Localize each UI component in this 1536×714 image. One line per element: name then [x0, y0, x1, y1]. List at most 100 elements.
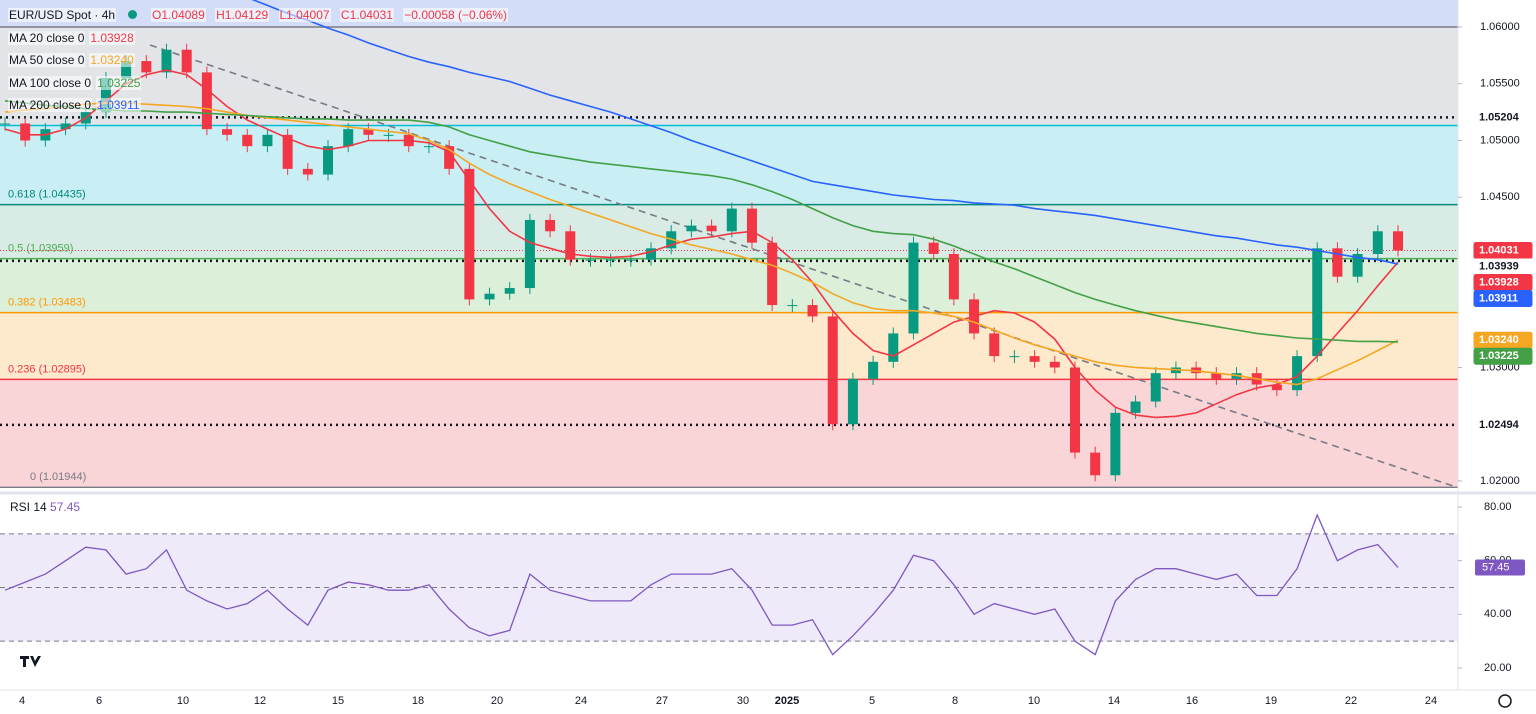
y-tick-label: 1.02000 — [1480, 475, 1520, 487]
price-tag-label: 1.03240 — [1479, 334, 1519, 346]
ohlc-close: C1.04031 — [339, 8, 394, 22]
candle — [847, 378, 858, 425]
candle — [302, 168, 313, 175]
x-tick-label: 2025 — [775, 695, 799, 707]
candle — [363, 129, 374, 135]
ohlc-change: −0.00058 (−0.06%) — [403, 8, 509, 22]
x-tick-label: 18 — [412, 695, 424, 707]
candle — [484, 293, 495, 300]
price-tag-label: 1.05204 — [1479, 111, 1520, 123]
ma-value: 1.03225 — [96, 75, 142, 90]
legend: EUR/USD Spot · 4h O1.04089 H1.04129 L1.04… — [8, 4, 509, 117]
fib-zone — [0, 312, 1458, 380]
candle — [605, 259, 616, 261]
price-tag — [1473, 289, 1533, 307]
price-tag-label: 1.03225 — [1479, 350, 1519, 362]
price-tag — [1473, 347, 1533, 365]
ma-value: 1.03911 — [96, 98, 141, 112]
candle — [888, 333, 899, 362]
ma-legend-row: MA 200 close 0 1.03911 — [8, 94, 508, 117]
candle — [262, 134, 273, 147]
ohlc-high: H1.04129 — [215, 8, 270, 22]
y-tick-label: 1.06000 — [1480, 21, 1520, 33]
ma-value: 1.03240 — [89, 53, 135, 67]
rsi-y-tick-label: 40.00 — [1484, 608, 1512, 620]
candle — [1292, 356, 1303, 391]
candle — [343, 129, 354, 147]
price-tag — [1474, 258, 1532, 275]
candle — [0, 123, 10, 125]
candle — [1069, 367, 1080, 453]
candle — [948, 253, 959, 300]
candle — [827, 316, 838, 425]
price-tag-label: 1.03911 — [1479, 292, 1518, 304]
candle — [746, 208, 757, 243]
ma-line — [4, 102, 1399, 386]
x-tick-label: 16 — [1186, 695, 1198, 707]
candle — [524, 219, 535, 289]
rsi-legend: RSI 14 57.45 — [10, 500, 80, 514]
candle — [807, 305, 818, 317]
x-tick-label: 5 — [869, 695, 875, 707]
candle — [504, 288, 515, 294]
x-tick-label: 19 — [1265, 695, 1277, 707]
ma-line — [251, 0, 1399, 265]
ma-name: MA 100 close 0 — [8, 75, 93, 90]
x-tick-label: 24 — [575, 695, 587, 707]
candle — [423, 146, 434, 148]
candle — [545, 219, 556, 232]
candle — [1312, 248, 1323, 357]
candle — [141, 61, 152, 73]
candle — [565, 231, 576, 260]
x-tick-label: 10 — [1028, 695, 1040, 707]
price-tag-label: 1.02494 — [1479, 419, 1520, 431]
x-tick-label: 8 — [952, 695, 958, 707]
rsi-y-tick-label: 80.00 — [1484, 501, 1512, 513]
ma-value: 1.03928 — [89, 30, 135, 45]
fib-zone — [0, 258, 1458, 313]
candle — [787, 305, 798, 307]
candle — [1110, 412, 1121, 476]
fib-label: 0.618 (1.04435) — [8, 189, 86, 201]
x-tick-label: 14 — [1108, 695, 1120, 707]
ma-legend-row: MA 100 close 0 1.03225 — [8, 72, 508, 95]
x-tick-label: 10 — [177, 695, 189, 707]
candle — [868, 361, 879, 379]
candle — [1352, 253, 1363, 277]
fib-zone — [0, 379, 1458, 488]
candle — [585, 259, 596, 261]
x-tick-label: 27 — [656, 695, 668, 707]
candle — [989, 333, 1000, 357]
candle — [1029, 356, 1040, 362]
fib-label: 0.5 (1.03959) — [8, 243, 73, 255]
rsi-line — [4, 513, 1399, 656]
candle — [161, 49, 172, 73]
rsi-value: 57.45 — [50, 500, 81, 514]
settings-icon[interactable] — [1498, 694, 1512, 708]
ma-name: MA 200 close 0 — [8, 98, 93, 112]
candle — [1332, 248, 1343, 277]
candle — [646, 248, 657, 260]
candle — [121, 61, 132, 79]
candle — [1393, 231, 1403, 251]
ohlc-open: O1.04089 — [151, 8, 206, 22]
price-tag-label: 1.04031 — [1479, 244, 1519, 256]
price-tag — [1474, 109, 1532, 126]
candle — [726, 208, 737, 232]
rsi-tag-label: 57.45 — [1482, 561, 1510, 573]
candle — [444, 146, 455, 169]
ohlc-low: L1.04007 — [278, 8, 331, 22]
fib-label: 0 (1.01944) — [30, 471, 86, 483]
candle — [706, 225, 717, 232]
candle — [908, 242, 919, 334]
rsi-tag — [1475, 559, 1525, 576]
x-tick-label: 4 — [19, 695, 25, 707]
candle — [222, 129, 233, 135]
fib-label: 0.236 (1.02895) — [8, 363, 86, 375]
x-tick-label: 15 — [332, 695, 344, 707]
x-tick-label: 30 — [737, 695, 749, 707]
candle — [100, 78, 111, 113]
candle — [60, 123, 71, 130]
